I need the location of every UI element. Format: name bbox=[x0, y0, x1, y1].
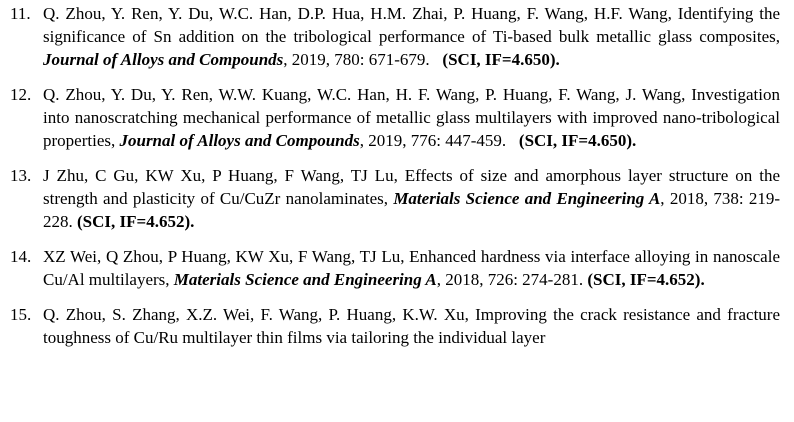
reference-text: Q. Zhou, S. Zhang, X.Z. Wei, F. Wang, P.… bbox=[43, 305, 780, 347]
sci-impact-factor: (SCI, IF=4.650). bbox=[518, 131, 637, 150]
reference-item-13: 13. J Zhu, C Gu, KW Xu, P Huang, F Wang, … bbox=[10, 164, 780, 233]
reference-text: , 2018, 726: 274-281. bbox=[436, 270, 588, 289]
reference-number: 15. bbox=[10, 305, 32, 324]
reference-text: XZ Wei, Q Zhou, P Huang, KW Xu, F Wang, … bbox=[43, 247, 780, 289]
reference-item-15: 15. Q. Zhou, S. Zhang, X.Z. Wei, F. Wang,… bbox=[10, 303, 780, 349]
journal-name: Materials Science and Engineering A bbox=[173, 270, 437, 289]
reference-text: J Zhu, C Gu, KW Xu, P Huang, F Wang, TJ … bbox=[43, 166, 780, 208]
reference-text: , 2019, 776: 447-459. bbox=[359, 131, 519, 150]
reference-text: , 2019, 780: 671-679. bbox=[283, 50, 443, 69]
reference-text: , 2018, 738: 219-228. bbox=[43, 189, 780, 231]
reference-number: 11. bbox=[10, 4, 31, 23]
reference-text: Q. Zhou, Y. Du, Y. Ren, W.W. Kuang, W.C.… bbox=[43, 85, 780, 150]
reference-text: Q. Zhou, Y. Ren, Y. Du, W.C. Han, D.P. H… bbox=[43, 4, 780, 46]
sci-impact-factor: (SCI, IF=4.650). bbox=[442, 50, 560, 69]
journal-name: Journal of Alloys and Compounds bbox=[119, 131, 360, 150]
reference-number: 14. bbox=[10, 247, 32, 266]
reference-number: 13. bbox=[10, 166, 32, 185]
reference-item-14: 14. XZ Wei, Q Zhou, P Huang, KW Xu, F Wan… bbox=[10, 245, 780, 291]
journal-name: Materials Science and Engineering A bbox=[393, 189, 661, 208]
journal-name: Journal of Alloys and Compounds bbox=[43, 50, 284, 69]
reference-item-11: 11. Q. Zhou, Y. Ren, Y. Du, W.C. Han, D.P… bbox=[10, 2, 780, 71]
reference-number: 12. bbox=[10, 85, 32, 104]
reference-item-12: 12. Q. Zhou, Y. Du, Y. Ren, W.W. Kuang, W… bbox=[10, 83, 780, 152]
sci-impact-factor: (SCI, IF=4.652). bbox=[77, 212, 195, 231]
sci-impact-factor: (SCI, IF=4.652). bbox=[587, 270, 705, 289]
